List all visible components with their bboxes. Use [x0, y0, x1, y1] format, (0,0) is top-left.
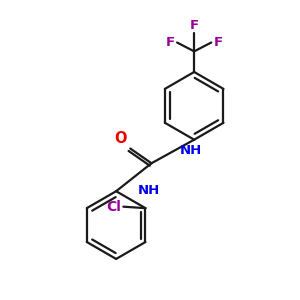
- Text: NH: NH: [180, 143, 202, 157]
- Text: F: F: [213, 36, 222, 49]
- Text: F: F: [166, 36, 175, 49]
- Text: O: O: [114, 131, 126, 146]
- Text: NH: NH: [138, 184, 160, 197]
- Text: F: F: [190, 19, 199, 32]
- Text: Cl: Cl: [106, 200, 121, 214]
